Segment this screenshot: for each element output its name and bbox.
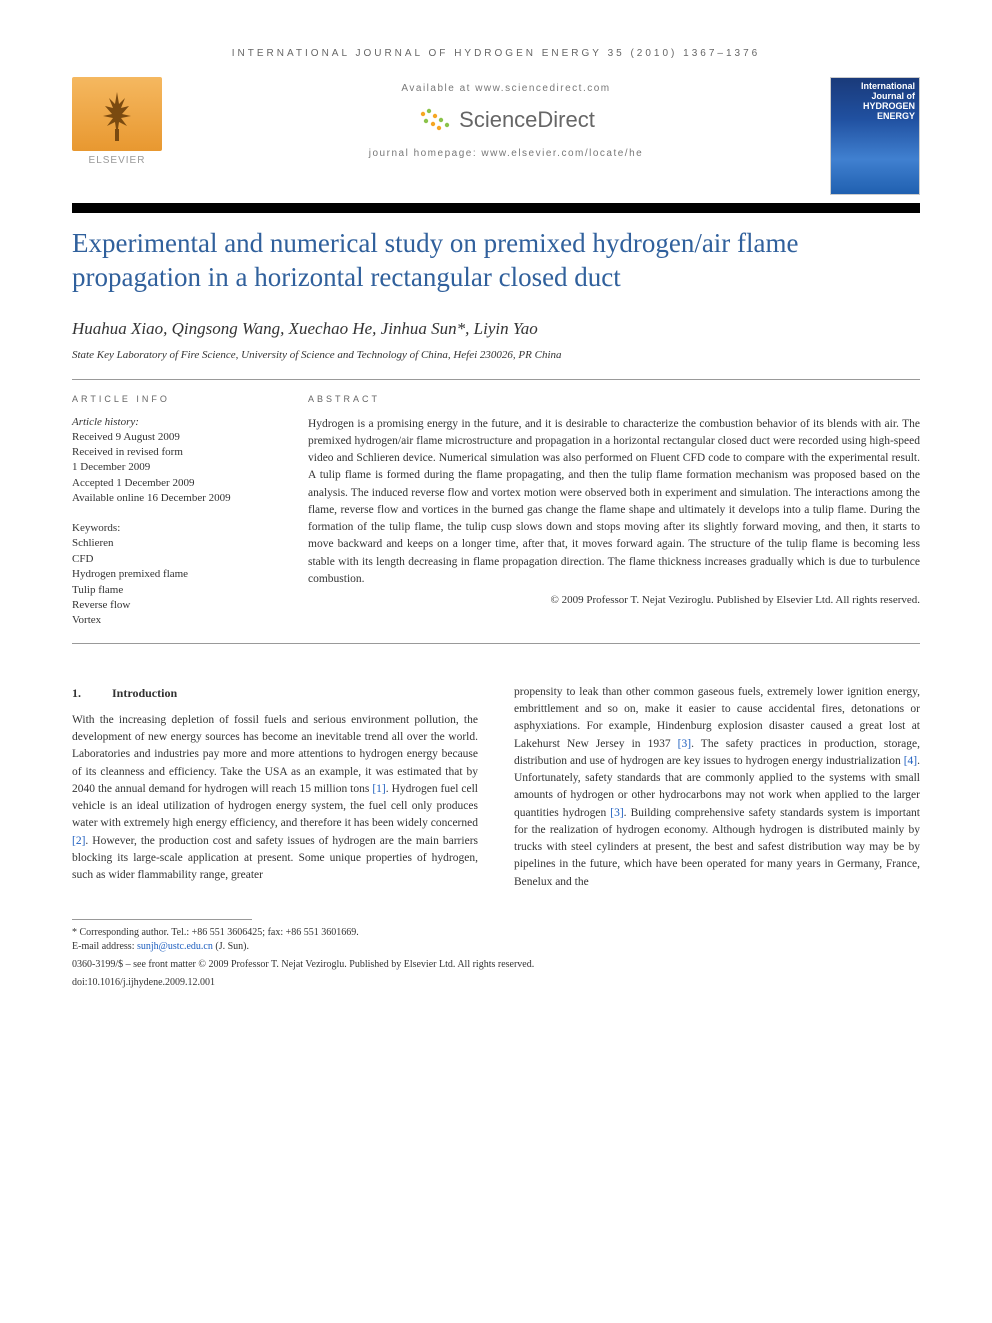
doi-line: doi:10.1016/j.ijhydene.2009.12.001: [72, 976, 920, 990]
email-line: E-mail address: sunjh@ustc.edu.cn (J. Su…: [72, 940, 920, 954]
elsevier-label: ELSEVIER: [72, 155, 162, 166]
body-paragraph: propensity to leak than other common gas…: [514, 684, 920, 891]
footnote-divider: [72, 919, 252, 920]
abstract-label: ABSTRACT: [308, 394, 920, 404]
black-bar: [72, 203, 920, 213]
journal-cover: International Journal of HYDROGEN ENERGY: [830, 77, 920, 195]
email-link[interactable]: sunjh@ustc.edu.cn: [137, 941, 213, 952]
citation-link[interactable]: [1]: [372, 783, 385, 795]
journal-homepage: journal homepage: www.elsevier.com/locat…: [182, 148, 830, 159]
divider: [72, 643, 920, 644]
keyword: Tulip flame: [72, 583, 272, 598]
body-columns: 1.Introduction With the increasing deple…: [72, 684, 920, 891]
section-number: 1.: [72, 684, 112, 702]
keyword: Vortex: [72, 613, 272, 628]
affiliation: State Key Laboratory of Fire Science, Un…: [72, 349, 920, 361]
history-item: Accepted 1 December 2009: [72, 476, 272, 491]
divider: [72, 379, 920, 380]
body-paragraph: With the increasing depletion of fossil …: [72, 712, 478, 885]
column-left: 1.Introduction With the increasing deple…: [72, 684, 478, 891]
keywords-label: Keywords:: [72, 522, 272, 534]
history-item: Available online 16 December 2009: [72, 491, 272, 506]
top-banner: ELSEVIER Available at www.sciencedirect.…: [72, 77, 920, 195]
citation-link[interactable]: [2]: [72, 835, 85, 847]
section-heading: 1.Introduction: [72, 684, 478, 702]
column-right: propensity to leak than other common gas…: [514, 684, 920, 891]
article-info-label: ARTICLE INFO: [72, 394, 272, 404]
elsevier-logo: ELSEVIER: [72, 77, 162, 177]
cover-line1: International Journal of: [861, 81, 915, 101]
sciencedirect-logo: ScienceDirect: [417, 106, 595, 134]
abstract-copyright: © 2009 Professor T. Nejat Veziroglu. Pub…: [308, 594, 920, 606]
cover-line3: ENERGY: [877, 111, 915, 121]
keyword: Hydrogen premixed flame: [72, 567, 272, 582]
citation-link[interactable]: [4]: [904, 755, 917, 767]
history-item: 1 December 2009: [72, 460, 272, 475]
available-at: Available at www.sciencedirect.com: [182, 83, 830, 94]
authors: Huahua Xiao, Qingsong Wang, Xuechao He, …: [72, 319, 920, 339]
corresponding-author: * Corresponding author. Tel.: +86 551 36…: [72, 926, 920, 940]
keyword: Reverse flow: [72, 598, 272, 613]
cover-line2: HYDROGEN: [863, 101, 915, 111]
keyword: CFD: [72, 552, 272, 567]
elsevier-tree-icon: [72, 77, 162, 151]
history-item: Received 9 August 2009: [72, 430, 272, 445]
history-label: Article history:: [72, 416, 272, 428]
page: INTERNATIONAL JOURNAL OF HYDROGEN ENERGY…: [0, 0, 992, 1030]
abstract-block: ABSTRACT Hydrogen is a promising energy …: [308, 394, 920, 629]
abstract-text: Hydrogen is a promising energy in the fu…: [308, 416, 920, 589]
keyword: Schlieren: [72, 536, 272, 551]
history-item: Received in revised form: [72, 445, 272, 460]
citation-link[interactable]: [3]: [610, 807, 623, 819]
citation-link[interactable]: [3]: [678, 738, 691, 750]
center-block: Available at www.sciencedirect.com Scien…: [182, 77, 830, 159]
article-title: Experimental and numerical study on prem…: [72, 227, 920, 295]
info-row: ARTICLE INFO Article history: Received 9…: [72, 394, 920, 629]
article-info-block: ARTICLE INFO Article history: Received 9…: [72, 394, 272, 629]
sd-dots-icon: [417, 106, 453, 134]
running-head: INTERNATIONAL JOURNAL OF HYDROGEN ENERGY…: [72, 48, 920, 59]
section-title: Introduction: [112, 686, 177, 700]
issn-line: 0360-3199/$ – see front matter © 2009 Pr…: [72, 958, 920, 972]
sciencedirect-text: ScienceDirect: [459, 107, 595, 133]
